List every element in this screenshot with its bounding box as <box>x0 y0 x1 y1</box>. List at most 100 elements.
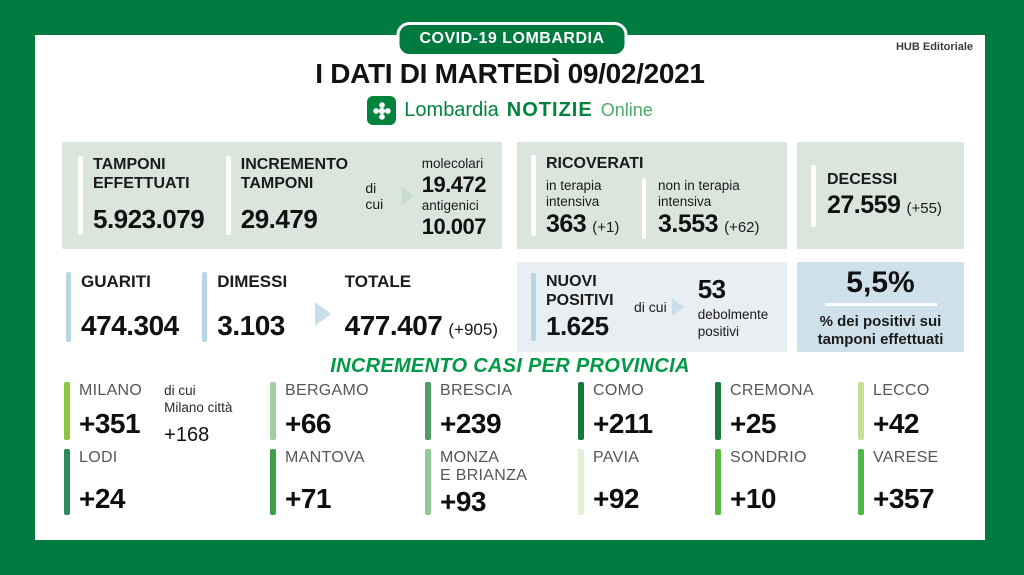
molecolari-value: 19.472 <box>421 172 487 198</box>
province-name: LODI <box>79 449 118 466</box>
debolmente-positivi-stat: 53 debolmente positivi <box>698 273 769 341</box>
di-cui-label: di cui <box>365 179 384 212</box>
lombardia-notizie-logo: Lombardia NOTIZIE Online <box>35 96 985 125</box>
stat-label: RICOVERATI <box>546 155 644 172</box>
stat-delta: (+55) <box>906 200 942 218</box>
province-value: +10 <box>730 483 776 514</box>
province-value: +92 <box>593 483 640 514</box>
province-cell-bergamo: BERGAMO +66 <box>270 382 420 440</box>
di-cui-connector: di cui <box>634 298 684 316</box>
arrow-right-icon <box>314 302 331 326</box>
stat-value-row: 3.553 (+62) <box>658 210 760 239</box>
ricoverati-stat: RICOVERATI in terapia intensiva 363 (+1)… <box>546 155 773 240</box>
province-info: MILANO +351 <box>79 382 142 440</box>
stat-delta: (+1) <box>592 219 620 237</box>
stat-value: 3.553 <box>658 210 719 239</box>
guariti-box: GUARITI 474.304 DIMESSI 3.103 TOTALE 477… <box>62 262 502 352</box>
stats-row-1: TAMPONI EFFETTUATI 5.923.079 INCREMENTO … <box>62 142 964 249</box>
province-name: PAVIA <box>593 449 640 466</box>
province-value: +24 <box>79 483 126 514</box>
province-info: BRESCIA +239 <box>440 382 512 440</box>
stat-label: NUOVI POSITIVI <box>546 273 614 309</box>
divider-bar <box>202 272 208 342</box>
stat-value: 53 <box>697 274 726 305</box>
province-trend-bar <box>270 449 276 515</box>
province-trend-bar <box>578 382 584 440</box>
province-value: +211 <box>593 408 653 439</box>
divider-bar <box>531 155 536 236</box>
province-trend-bar <box>425 449 431 515</box>
province-info: PAVIA +92 <box>593 449 640 515</box>
decessi-box: DECESSI 27.559 (+55) <box>797 142 964 249</box>
province-value: +93 <box>440 485 487 517</box>
province-value: +351 <box>79 408 141 439</box>
province-trend-bar <box>858 449 864 515</box>
molecolari-label: molecolari <box>421 156 484 171</box>
province-info: LODI +24 <box>79 449 126 515</box>
province-value: +71 <box>285 483 331 514</box>
stat-label: TOTALE <box>344 272 412 291</box>
province-info: BERGAMO +66 <box>285 382 369 440</box>
decessi-stat: DECESSI 27.559 (+55) <box>827 171 942 221</box>
province-trend-bar <box>64 449 70 515</box>
stat-value-row: 27.559 (+55) <box>827 191 942 220</box>
province-cell-monza-e-brianza: MONZA E BRIANZA +93 <box>425 449 575 517</box>
percent-positivi-box: 5,5% % dei positivi sui tamponi effettua… <box>797 262 964 352</box>
divider-bar <box>78 156 83 235</box>
terapia-intensiva-stat: in terapia intensiva 363 (+1) <box>546 178 642 239</box>
province-info: SONDRIO +10 <box>730 449 807 515</box>
rosa-camuna-icon <box>367 96 397 125</box>
divider-bar <box>811 164 816 227</box>
dimessi-stat: DIMESSI 3.103 <box>217 272 308 342</box>
tamponi-breakdown: molecolari 19.472 antigenici 10.007 <box>421 156 487 239</box>
province-info: MONZA E BRIANZA +93 <box>440 449 528 517</box>
stat-value: 1.625 <box>546 310 609 341</box>
covid-lombardia-badge: COVID-19 LOMBARDIA <box>396 22 628 57</box>
tamponi-box: TAMPONI EFFETTUATI 5.923.079 INCREMENTO … <box>62 142 502 249</box>
totale-stat: TOTALE 477.407 (+905) <box>345 272 498 342</box>
province-section-heading: INCREMENTO CASI PER PROVINCIA <box>330 355 690 377</box>
province-name: SONDRIO <box>730 449 807 466</box>
province-value: +25 <box>730 408 776 439</box>
province-name: LECCO <box>873 382 930 399</box>
province-name: VARESE <box>873 449 939 466</box>
stats-row-2: GUARITI 474.304 DIMESSI 3.103 TOTALE 477… <box>62 262 964 352</box>
stat-label: INCREMENTO TAMPONI <box>240 156 349 192</box>
province-cell-lecco: LECCO +42 <box>858 382 968 440</box>
percent-value: 5,5% <box>846 265 915 299</box>
antigenici-label: antigenici <box>421 198 479 214</box>
guariti-stat: GUARITI 474.304 <box>81 272 192 342</box>
province-extra-label: di cui Milano città <box>164 383 233 415</box>
province-name: BERGAMO <box>285 382 369 399</box>
province-name: MONZA E BRIANZA <box>440 449 528 485</box>
stat-label: TAMPONI EFFETTUATI <box>93 156 190 192</box>
di-cui-connector: di cui <box>365 179 414 212</box>
logo-region-text: Lombardia <box>404 99 499 121</box>
non-terapia-intensiva-stat: non in terapia intensiva 3.553 (+62) <box>658 178 760 239</box>
stat-label: DECESSI <box>827 170 898 188</box>
province-value: +42 <box>873 408 919 439</box>
ricoverati-columns: in terapia intensiva 363 (+1) non in ter… <box>546 177 773 240</box>
province-cell-como: COMO +211 <box>578 382 713 440</box>
percent-label: % dei positivi sui tamponi effettuati <box>817 312 944 348</box>
tamponi-effettuati-stat: TAMPONI EFFETTUATI 5.923.079 <box>93 156 212 235</box>
province-name: MILANO <box>79 382 143 399</box>
stat-delta: (+905) <box>448 320 498 339</box>
province-trend-bar <box>425 382 431 440</box>
province-value: +357 <box>873 483 935 514</box>
province-cell-brescia: BRESCIA +239 <box>425 382 575 440</box>
arrow-right-icon <box>401 186 414 205</box>
province-trend-bar <box>715 449 721 515</box>
di-cui-label: di cui <box>634 299 667 315</box>
stat-value: 27.559 <box>827 191 901 220</box>
province-trend-bar <box>715 382 721 440</box>
stat-sublabel: in terapia intensiva <box>546 177 602 210</box>
province-name: CREMONA <box>730 382 814 399</box>
province-info: COMO +211 <box>593 382 653 440</box>
nuovi-positivi-box: NUOVI POSITIVI 1.625 di cui 53 debolment… <box>517 262 787 352</box>
stat-sublabel: debolmente positivi <box>697 307 769 339</box>
stat-value: 363 <box>546 210 587 239</box>
province-info: VARESE +357 <box>873 449 939 515</box>
logo-suffix-text: Online <box>600 100 653 120</box>
